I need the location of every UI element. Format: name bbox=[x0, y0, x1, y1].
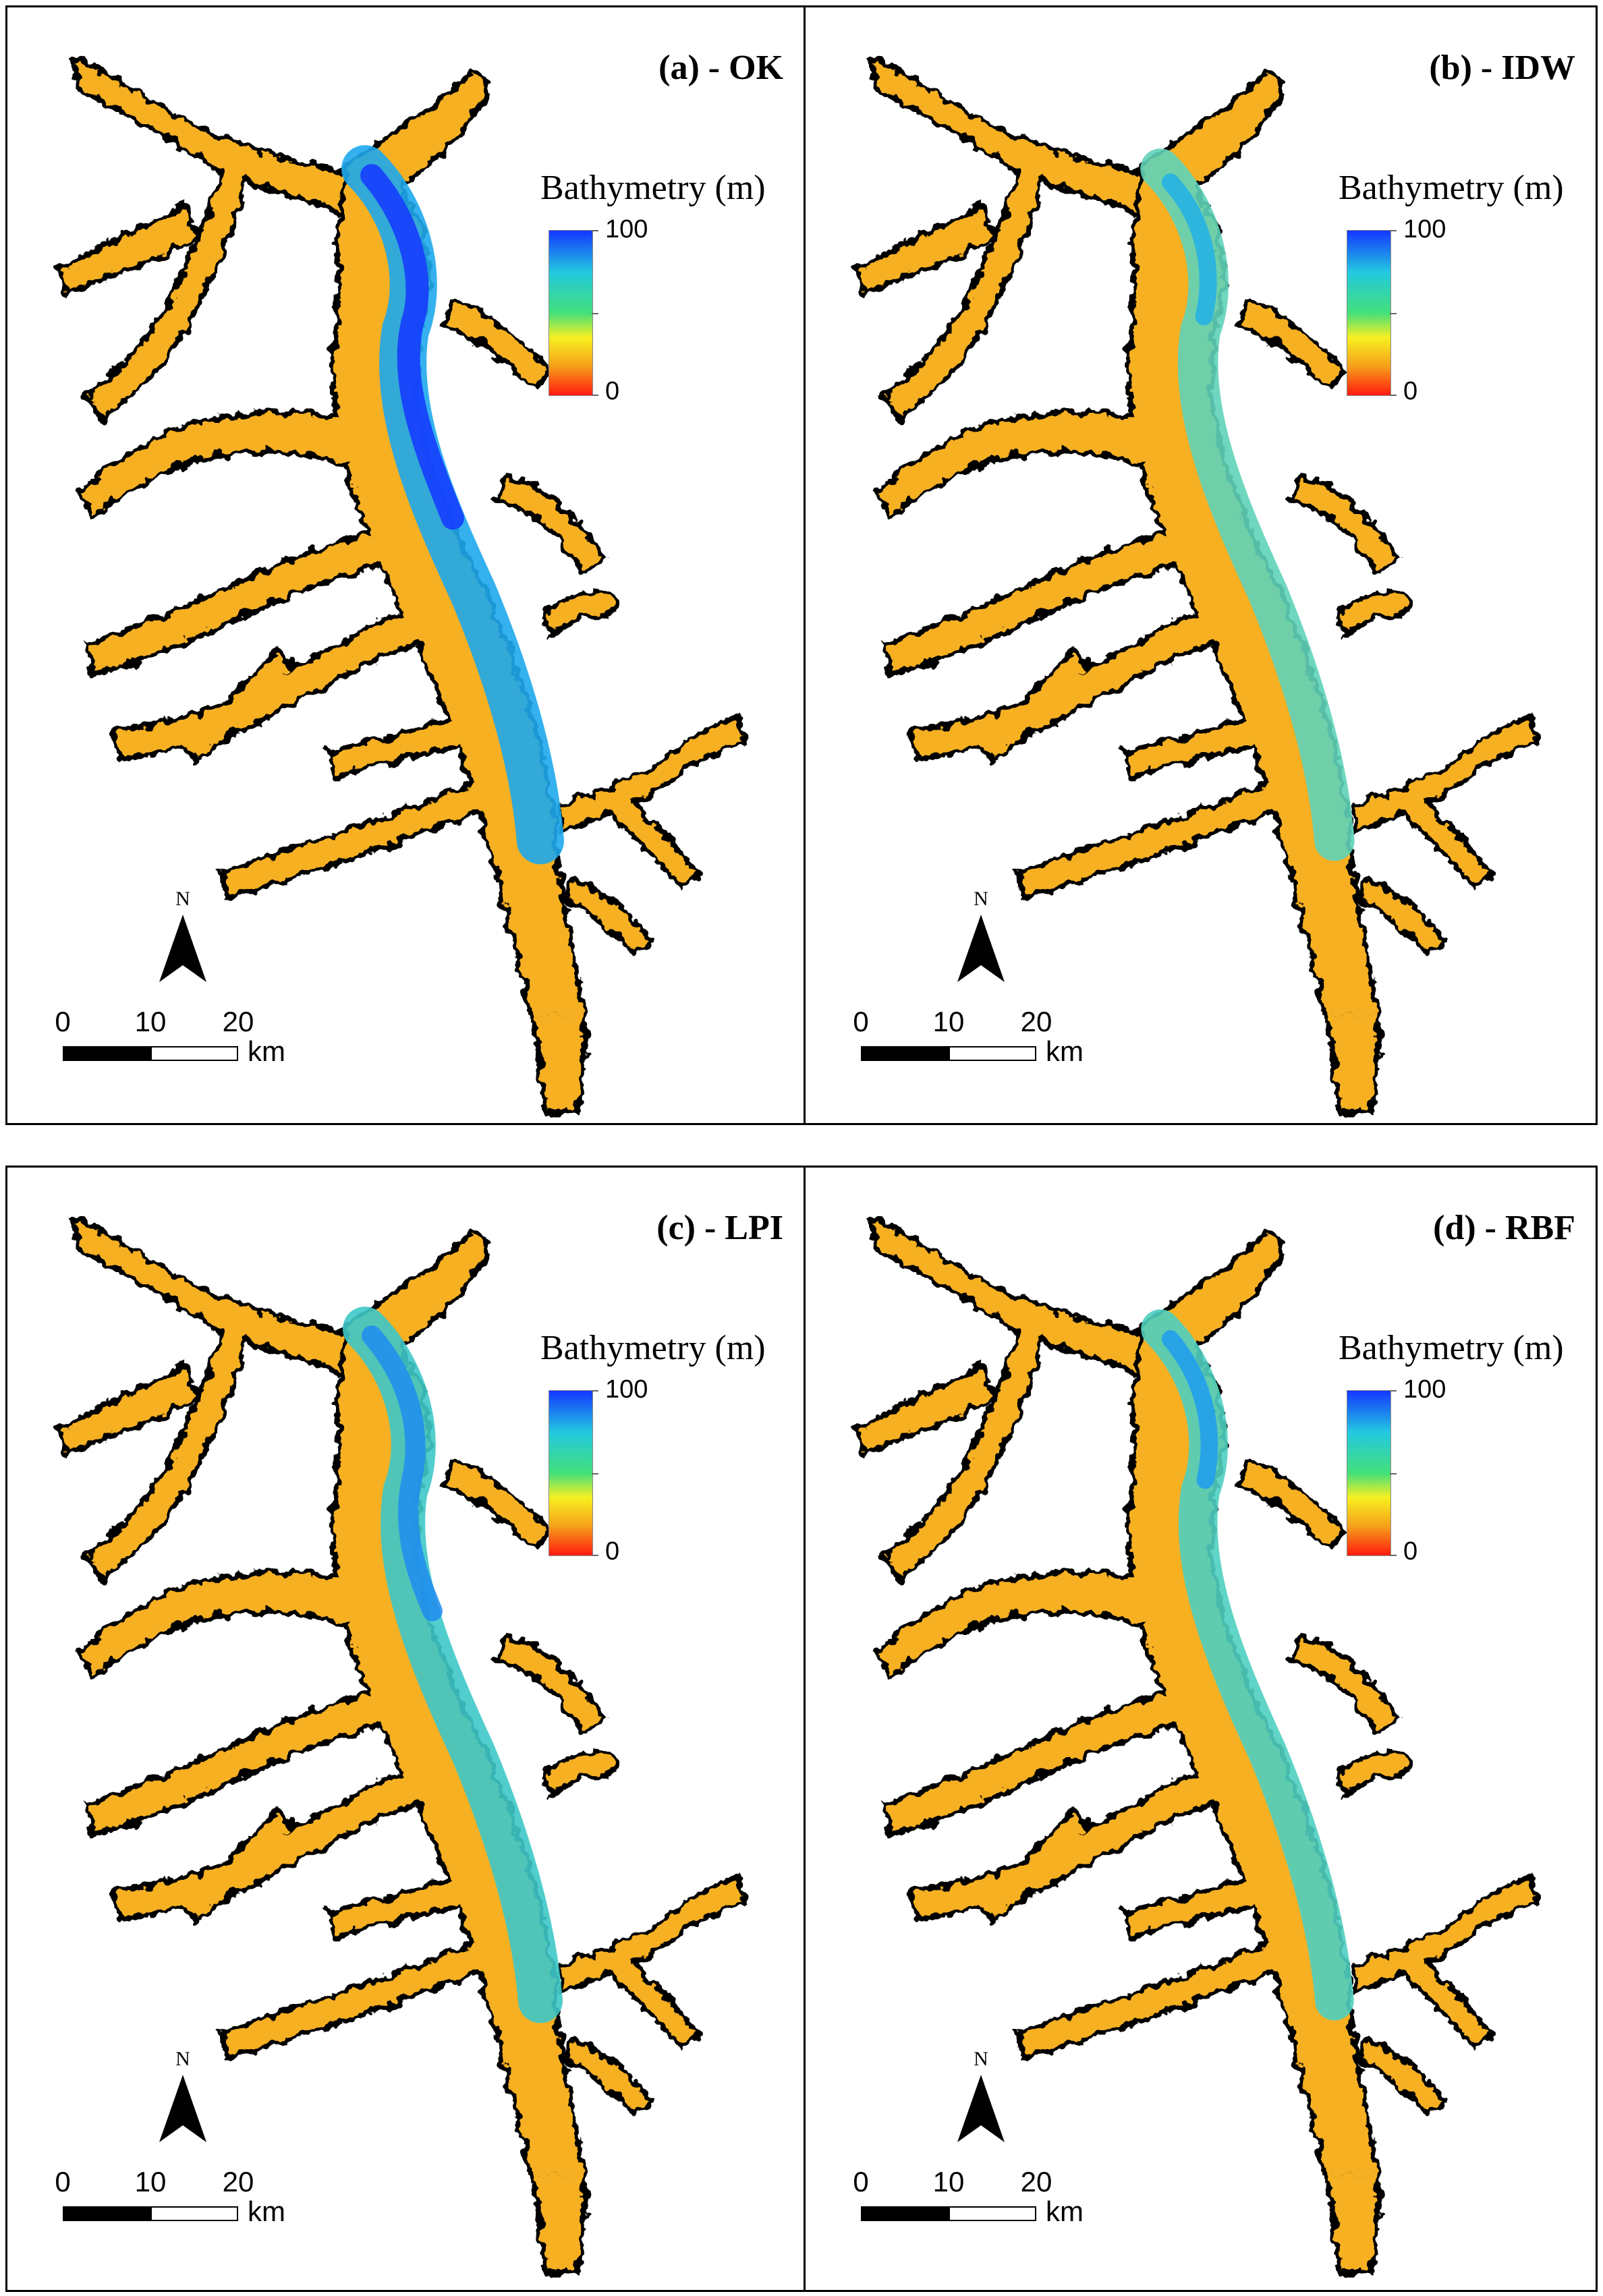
scale-label-20: 20 bbox=[222, 1006, 254, 1037]
panel-divider bbox=[804, 1168, 806, 2290]
legend-tick bbox=[1390, 1390, 1397, 1391]
scale-label-0: 0 bbox=[853, 2166, 869, 2198]
north-label: N bbox=[175, 888, 190, 910]
scale-segment-white bbox=[150, 1046, 238, 1061]
bathymetry-legend: Bathymetry (m) 100 0 bbox=[540, 168, 797, 411]
scale-segment-black bbox=[63, 2206, 150, 2221]
north-arrow: N bbox=[152, 2048, 213, 2149]
legend-tick bbox=[592, 230, 598, 231]
panel-divider bbox=[804, 7, 806, 1123]
scale-segment-black bbox=[861, 1046, 949, 1061]
scale-segment-white bbox=[949, 1046, 1036, 1061]
legend-title: Bathymetry (m) bbox=[1339, 1329, 1564, 1367]
bathymetry-map-d bbox=[806, 1168, 1596, 2290]
scale-label-20: 20 bbox=[1020, 1006, 1052, 1037]
bathymetry-map-c bbox=[7, 1168, 804, 2290]
bathymetry-map-a bbox=[7, 7, 804, 1123]
scale-bar: 0 10 20 km bbox=[55, 2166, 338, 2240]
legend-tick bbox=[592, 395, 598, 396]
deep-channel-core bbox=[362, 1325, 443, 1621]
scale-bar: 0 10 20 km bbox=[853, 1006, 1136, 1080]
scale-segment-white bbox=[949, 2206, 1036, 2221]
legend-color-ramp bbox=[1347, 1390, 1391, 1556]
scale-segment-white bbox=[150, 2206, 238, 2221]
deep-channel-core bbox=[1161, 173, 1217, 326]
legend-tick bbox=[592, 1473, 598, 1474]
bathymetry-legend: Bathymetry (m) 100 0 bbox=[1339, 168, 1595, 411]
bathymetry-map-b bbox=[806, 7, 1596, 1123]
figure-row-top: (a) - OK Bathymetry (m) 100 0 N 0 10 20 … bbox=[5, 5, 1598, 1125]
panel-c: (c) - LPI Bathymetry (m) 100 0 N 0 10 20… bbox=[7, 1168, 804, 2290]
scale-label-0: 0 bbox=[55, 1006, 71, 1037]
scale-label-10: 10 bbox=[134, 2166, 167, 2198]
north-arrow: N bbox=[152, 888, 213, 989]
legend-min-label: 0 bbox=[605, 377, 620, 405]
panel-b: (b) - IDW Bathymetry (m) 100 0 N 0 10 20… bbox=[806, 7, 1596, 1123]
scale-label-10: 10 bbox=[932, 1006, 965, 1037]
panel-title: (d) - RBF bbox=[1433, 1209, 1575, 1247]
legend-min-label: 0 bbox=[605, 1537, 620, 1566]
bathymetry-legend: Bathymetry (m) 100 0 bbox=[1339, 1328, 1595, 1571]
legend-color-ramp bbox=[549, 230, 593, 396]
legend-min-label: 0 bbox=[1403, 1537, 1418, 1566]
scale-label-10: 10 bbox=[932, 2166, 965, 2198]
legend-tick bbox=[1390, 395, 1397, 396]
north-arrow-icon bbox=[159, 2075, 206, 2142]
legend-title: Bathymetry (m) bbox=[1339, 169, 1564, 207]
north-label: N bbox=[974, 888, 988, 910]
scale-label-20: 20 bbox=[222, 2166, 254, 2198]
legend-tick bbox=[1390, 230, 1397, 231]
scale-label-20: 20 bbox=[1020, 2166, 1052, 2198]
legend-tick bbox=[592, 1555, 598, 1556]
legend-tick bbox=[1390, 1473, 1397, 1474]
scale-segment-black bbox=[63, 1046, 150, 1061]
scale-label-10: 10 bbox=[134, 1006, 167, 1037]
scale-unit: km bbox=[1046, 2195, 1084, 2227]
legend-min-label: 0 bbox=[1403, 377, 1418, 405]
legend-tick bbox=[1390, 313, 1397, 314]
legend-max-label: 100 bbox=[605, 1375, 648, 1404]
legend-tick bbox=[1390, 1555, 1397, 1556]
legend-max-label: 100 bbox=[605, 215, 648, 243]
panel-title: (a) - OK bbox=[658, 49, 783, 87]
north-arrow-icon bbox=[957, 915, 1005, 982]
bathymetry-legend: Bathymetry (m) 100 0 bbox=[540, 1328, 797, 1571]
figure-row-bottom: (c) - LPI Bathymetry (m) 100 0 N 0 10 20… bbox=[5, 1166, 1598, 2292]
legend-title: Bathymetry (m) bbox=[540, 1329, 766, 1367]
scale-bar: 0 10 20 km bbox=[853, 2166, 1136, 2240]
legend-max-label: 100 bbox=[1403, 215, 1446, 243]
north-arrow-icon bbox=[159, 915, 206, 982]
north-arrow: N bbox=[951, 2048, 1011, 2149]
legend-tick bbox=[592, 313, 598, 314]
north-label: N bbox=[175, 2048, 190, 2070]
panel-a: (a) - OK Bathymetry (m) 100 0 N 0 10 20 … bbox=[7, 7, 804, 1123]
legend-max-label: 100 bbox=[1403, 1375, 1446, 1404]
scale-bar: 0 10 20 km bbox=[55, 1006, 338, 1080]
panel-title: (b) - IDW bbox=[1429, 49, 1575, 87]
scale-unit: km bbox=[248, 1035, 285, 1067]
deep-channel-core bbox=[1161, 1330, 1218, 1489]
scale-label-0: 0 bbox=[55, 2166, 71, 2198]
scale-unit: km bbox=[248, 2195, 285, 2227]
panel-title: (c) - LPI bbox=[656, 1209, 783, 1247]
north-arrow-icon bbox=[957, 2075, 1005, 2142]
panel-d: (d) - RBF Bathymetry (m) 100 0 N 0 10 20… bbox=[806, 1168, 1596, 2290]
scale-segment-black bbox=[861, 2206, 949, 2221]
north-label: N bbox=[974, 2048, 988, 2070]
deep-channel-core bbox=[360, 164, 464, 530]
scale-label-0: 0 bbox=[853, 1006, 869, 1037]
legend-tick bbox=[592, 1390, 598, 1391]
legend-color-ramp bbox=[1347, 230, 1391, 396]
scale-unit: km bbox=[1046, 1035, 1084, 1067]
north-arrow: N bbox=[951, 888, 1011, 989]
legend-color-ramp bbox=[549, 1390, 593, 1556]
legend-title: Bathymetry (m) bbox=[540, 169, 766, 207]
